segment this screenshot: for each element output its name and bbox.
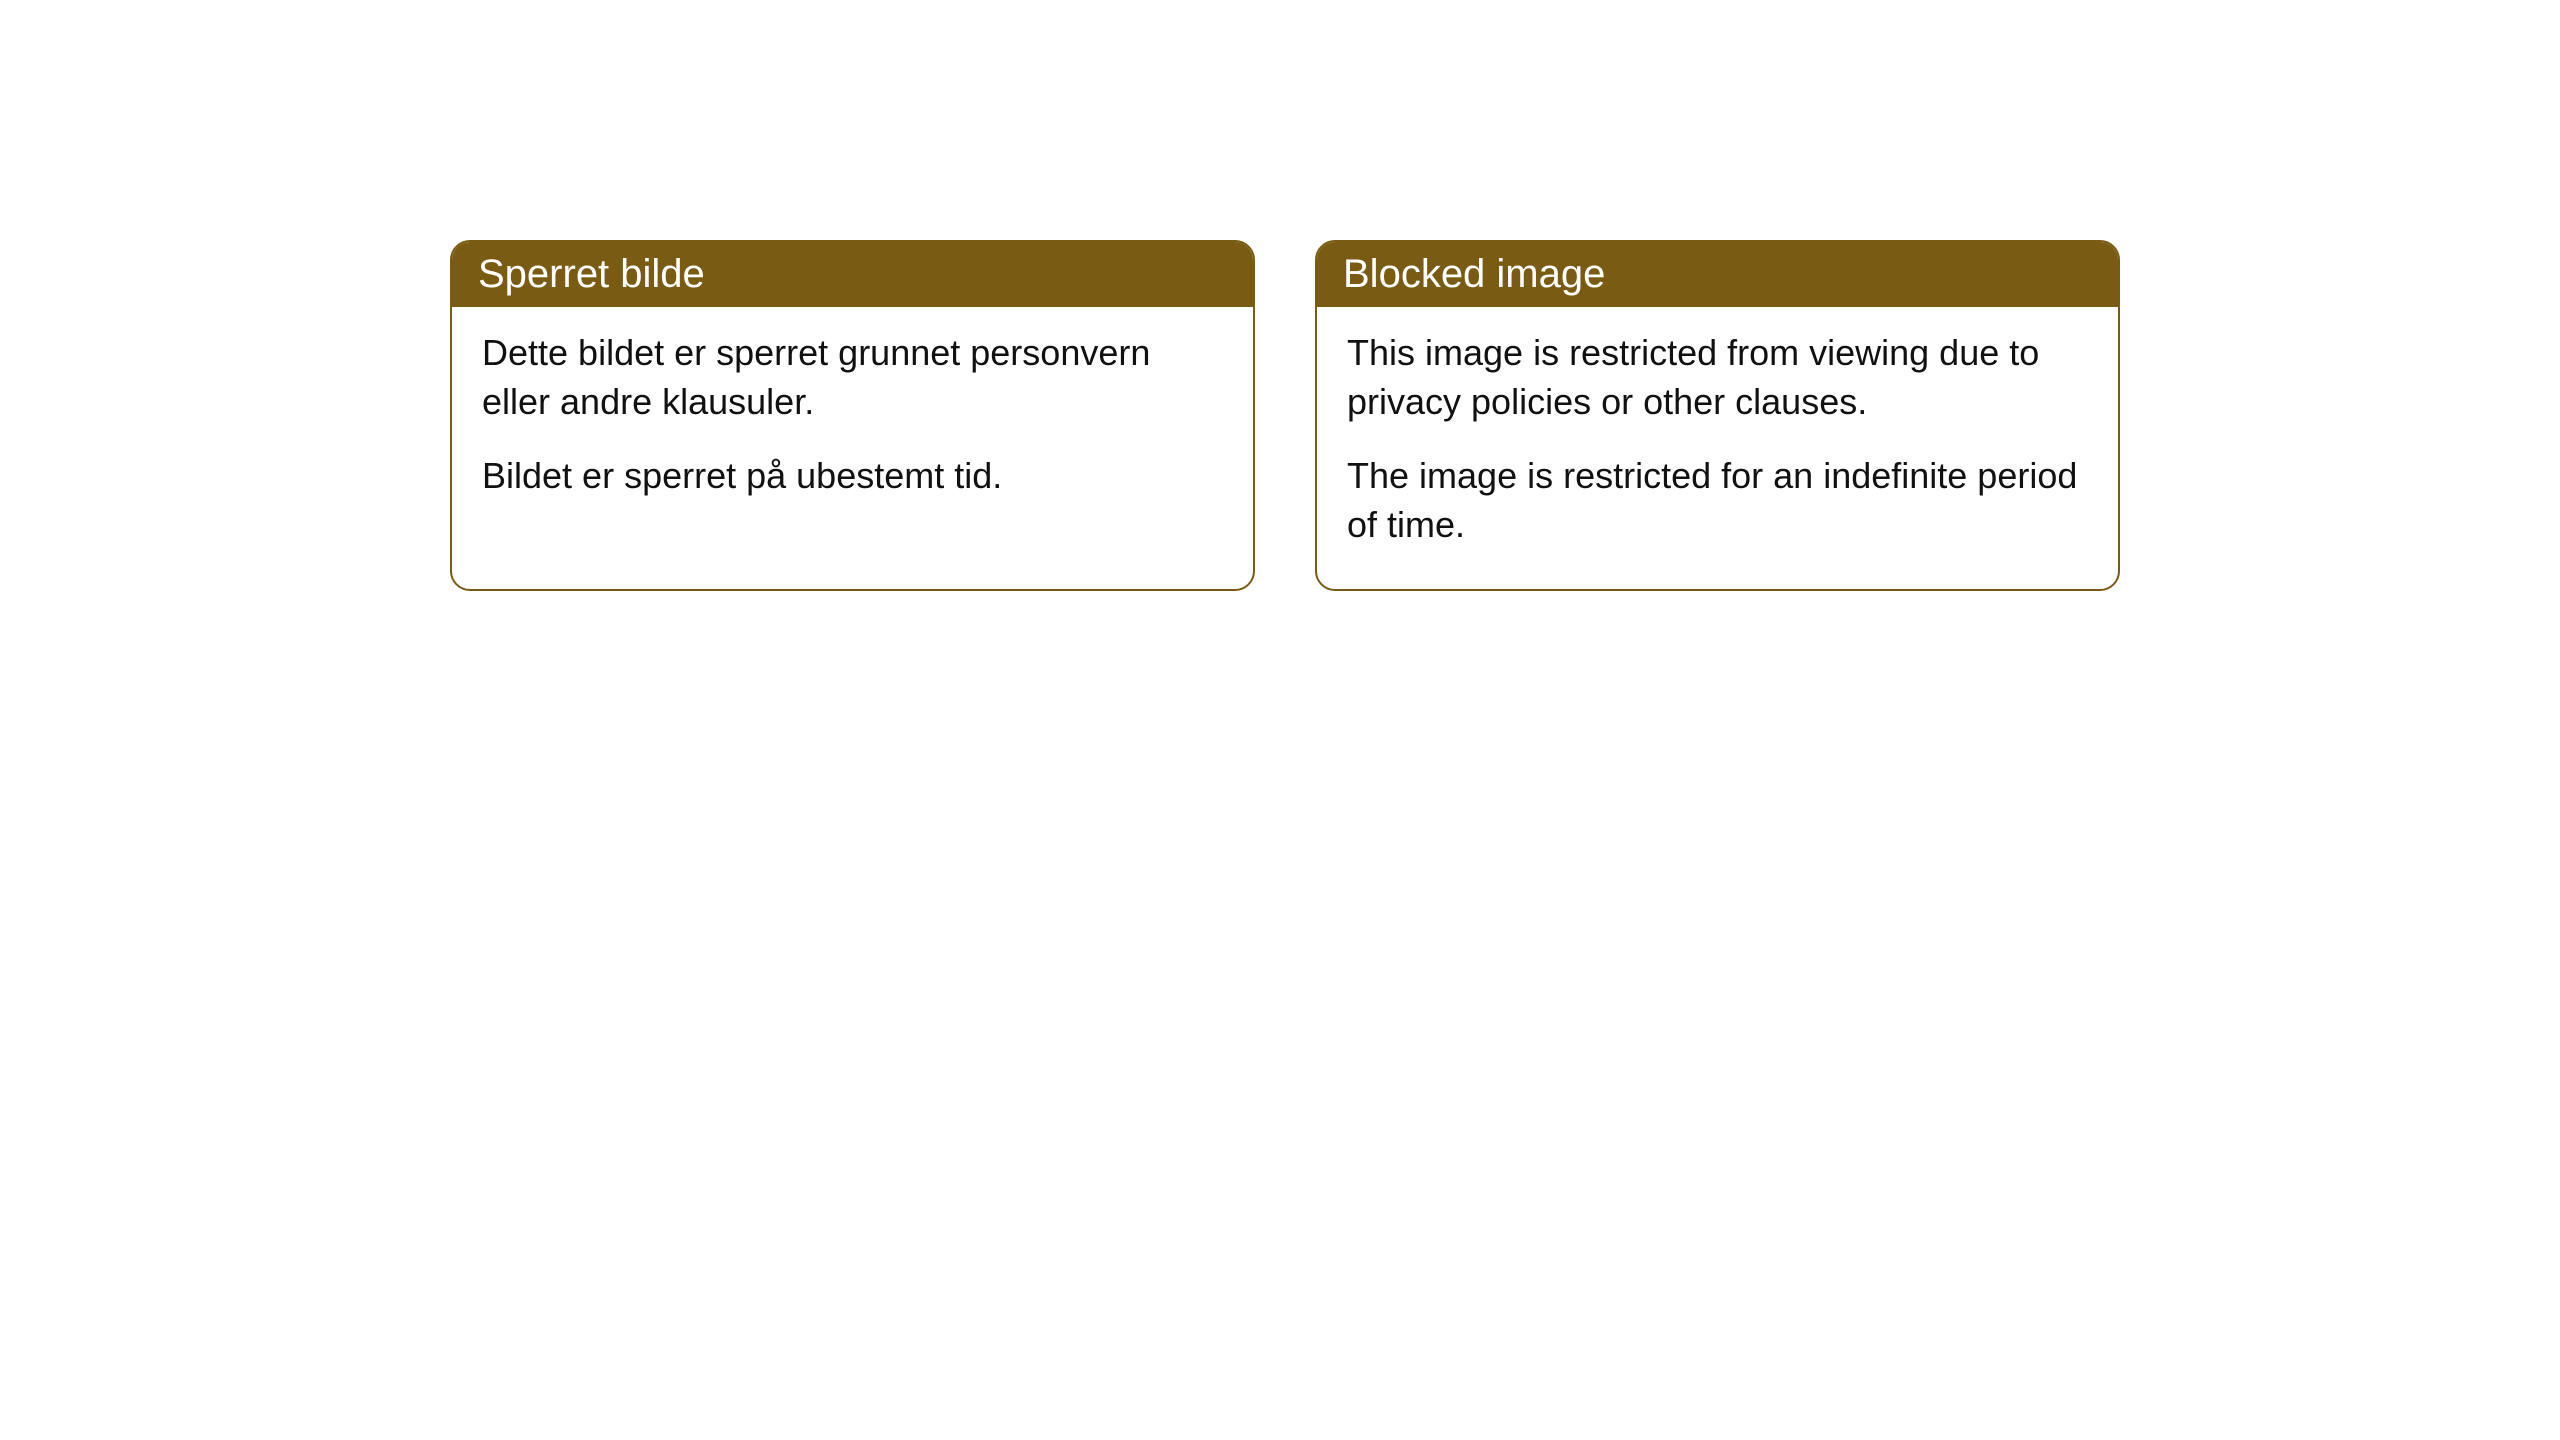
card-header-title: Sperret bilde	[478, 252, 705, 296]
card-paragraph: Dette bildet er sperret grunnet personve…	[482, 329, 1223, 426]
card-body: This image is restricted from viewing du…	[1317, 307, 2118, 589]
card-body: Dette bildet er sperret grunnet personve…	[452, 307, 1253, 541]
card-paragraph: The image is restricted for an indefinit…	[1347, 452, 2088, 549]
card-header: Sperret bilde	[452, 242, 1253, 307]
cards-container: Sperret bilde Dette bildet er sperret gr…	[0, 0, 2560, 591]
blocked-image-card-norwegian: Sperret bilde Dette bildet er sperret gr…	[450, 240, 1255, 591]
card-paragraph: Bildet er sperret på ubestemt tid.	[482, 452, 1223, 501]
card-header-title: Blocked image	[1343, 252, 1605, 296]
blocked-image-card-english: Blocked image This image is restricted f…	[1315, 240, 2120, 591]
card-paragraph: This image is restricted from viewing du…	[1347, 329, 2088, 426]
card-header: Blocked image	[1317, 242, 2118, 307]
